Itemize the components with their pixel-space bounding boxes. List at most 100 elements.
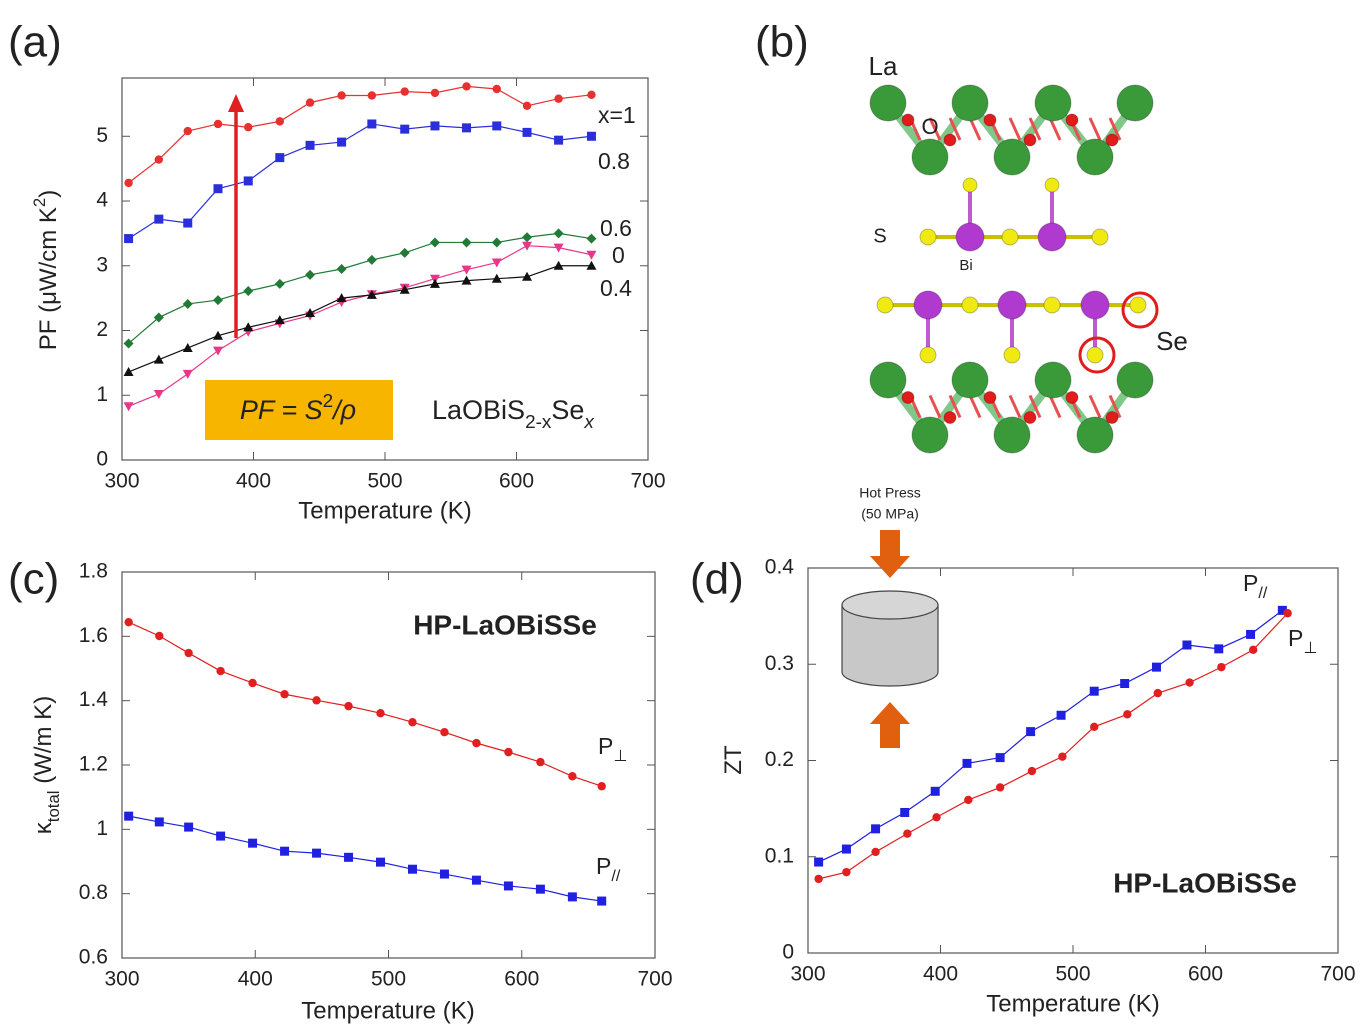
s-atom — [962, 297, 978, 313]
data-point — [213, 295, 223, 305]
data-point — [430, 121, 439, 130]
data-point — [1090, 723, 1098, 731]
bi-atom — [914, 291, 942, 319]
atom-label: O — [921, 114, 938, 139]
series-label-part: x=1 — [598, 102, 636, 128]
sample-cylinder-top — [842, 591, 938, 619]
o-atom — [1024, 134, 1036, 146]
data-point — [1217, 663, 1225, 671]
la-atom — [912, 139, 948, 175]
data-point — [275, 279, 285, 289]
series-label-part: 0.6 — [600, 215, 632, 241]
x-tick-label: 500 — [367, 470, 402, 493]
data-point — [154, 355, 164, 364]
x-tick-label: 700 — [630, 470, 665, 493]
data-point — [1120, 679, 1129, 688]
y-tick-label: 0.3 — [765, 652, 794, 675]
x-tick-label: 400 — [923, 963, 958, 986]
la-atom — [1035, 85, 1071, 121]
o-atom — [944, 412, 956, 424]
bond — [970, 396, 980, 418]
o-atom — [1106, 412, 1118, 424]
data-point — [842, 868, 850, 876]
data-point — [213, 184, 222, 193]
y-axis-label-part: PF (μW/cm K — [35, 207, 62, 350]
panel-label: (c) — [8, 555, 59, 604]
crystal-structure — [870, 85, 1157, 453]
o-atom — [1024, 412, 1036, 424]
series-label-part: P — [596, 853, 611, 879]
data-point — [124, 402, 134, 411]
data-point — [504, 881, 513, 890]
data-point — [244, 123, 252, 131]
series-label-part: // — [1258, 584, 1267, 602]
data-point — [568, 772, 576, 780]
data-point — [248, 679, 256, 687]
data-point — [400, 125, 409, 134]
s-atom — [963, 178, 977, 192]
y-tick-label: 1.6 — [79, 624, 108, 647]
series-line — [129, 124, 592, 239]
o-atom — [984, 392, 996, 404]
data-point — [306, 141, 315, 150]
bond — [1090, 396, 1100, 418]
y-tick-label: 0.8 — [79, 881, 108, 904]
y-tick-label: 0.1 — [765, 844, 794, 867]
data-point — [931, 787, 940, 796]
data-point — [124, 618, 132, 626]
data-point — [430, 237, 440, 247]
series-line — [129, 266, 592, 372]
s-atom — [877, 297, 893, 313]
y-axis-label-part: ZT — [720, 745, 747, 775]
bi-atom — [998, 291, 1026, 319]
data-point — [183, 299, 193, 309]
la-atom — [952, 85, 988, 121]
data-point — [903, 829, 911, 837]
x-tick-label: 600 — [499, 470, 534, 493]
s-atom — [1087, 347, 1103, 363]
series-line — [129, 622, 602, 786]
data-point — [367, 119, 376, 128]
data-point — [155, 817, 164, 826]
bond — [1050, 396, 1060, 418]
series-label: P⊥ — [598, 733, 627, 765]
atom-label: Bi — [959, 257, 972, 274]
y-tick-label: 3 — [96, 253, 108, 276]
data-point — [183, 343, 193, 352]
bi-atom — [1081, 291, 1109, 319]
la-atom — [994, 139, 1030, 175]
chart-title: HP-LaOBiSSe — [1113, 867, 1297, 898]
y-axis-label-part: 2 — [30, 198, 49, 207]
data-point — [587, 91, 595, 99]
series-label: 0.8 — [598, 148, 630, 174]
data-point — [1154, 689, 1162, 697]
compound-label-part: 2-x — [525, 412, 552, 433]
data-point — [184, 823, 193, 832]
data-point — [367, 255, 377, 265]
data-point — [493, 85, 501, 93]
x-tick-label: 700 — [637, 968, 672, 991]
data-point — [586, 234, 596, 244]
data-point — [213, 347, 223, 356]
x-tick-label: 300 — [790, 963, 825, 986]
s-atom — [1045, 178, 1059, 192]
data-point — [440, 870, 449, 879]
data-point — [522, 272, 532, 281]
s-atom — [920, 347, 936, 363]
data-point — [900, 808, 909, 817]
o-atom — [902, 114, 914, 126]
y-tick-label: 0.2 — [765, 748, 794, 771]
x-axis-label: Temperature (K) — [301, 997, 474, 1024]
data-point — [996, 753, 1005, 762]
series-label-part: 0 — [612, 242, 625, 268]
data-point — [183, 219, 192, 228]
x-tick-label: 400 — [236, 470, 271, 493]
data-point — [964, 796, 972, 804]
y-axis-label: PF (μW/cm K2) — [30, 190, 62, 351]
data-point — [1182, 641, 1191, 650]
formula-part: /ρ — [331, 395, 356, 425]
x-tick-label: 300 — [104, 968, 139, 991]
data-point — [1057, 711, 1066, 720]
data-point — [306, 98, 314, 106]
o-atom — [944, 134, 956, 146]
